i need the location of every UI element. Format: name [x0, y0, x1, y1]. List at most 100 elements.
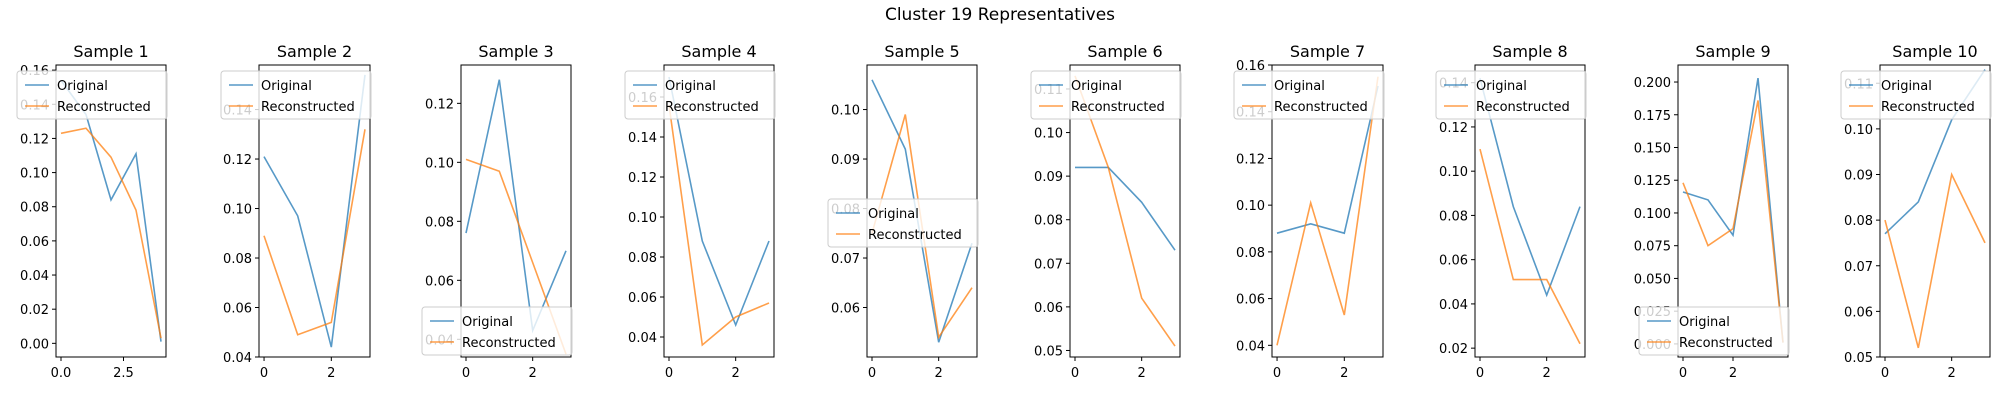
x-tick-label: 2: [1340, 366, 1348, 381]
y-tick-label: 0.06: [1844, 305, 1873, 320]
y-tick-label: 0.09: [1844, 169, 1873, 184]
legend-label: Original: [868, 207, 919, 222]
x-tick-label: 2: [1948, 366, 1956, 381]
y-tick-label: 0.08: [20, 201, 49, 216]
y-tick-label: 0.07: [831, 252, 860, 267]
legend-label: Original: [1679, 315, 1730, 330]
x-tick-label: 2: [327, 366, 335, 381]
legend-box: [1435, 70, 1587, 120]
y-tick-label: 0.05: [1844, 351, 1873, 366]
legend: Original Reconstructed: [1435, 70, 1587, 120]
subplot-7: Sample 70.040.060.080.100.120.140.1602Or…: [1233, 42, 1385, 381]
y-tick-label: 0.10: [20, 167, 49, 182]
y-tick-label: 0.200: [1634, 76, 1671, 91]
series-line-original: [1276, 85, 1379, 235]
legend-label: Reconstructed: [1071, 100, 1165, 115]
x-tick-label: 2: [1729, 366, 1737, 381]
subplot-title: Sample 8: [1492, 42, 1567, 61]
y-tick-label: 0.050: [1634, 272, 1671, 287]
axes-frame: [1879, 64, 1991, 358]
legend-label: Reconstructed: [1679, 336, 1773, 351]
y-tick-label: 0.09: [1034, 170, 1063, 185]
legend: Original Reconstructed: [1840, 70, 1992, 120]
x-tick-label: 0: [1679, 366, 1687, 381]
y-tick-label: 0.05: [1034, 344, 1063, 359]
legend-label: Original: [1476, 79, 1527, 94]
x-tick-label: 2: [529, 366, 537, 381]
x-tick-label: 0: [1273, 366, 1281, 381]
y-tick-label: 0.075: [1634, 240, 1671, 255]
axes-frame: [1271, 64, 1384, 358]
y-tick-label: 0.12: [223, 153, 252, 168]
y-tick-label: 0.06: [223, 302, 252, 317]
subplot-1: Sample 10.000.020.040.060.080.100.120.14…: [16, 42, 168, 381]
x-tick-label: 2: [732, 366, 740, 381]
y-tick-label: 0.06: [831, 302, 860, 317]
legend-label: Original: [261, 79, 312, 94]
y-tick-label: 0.04: [1439, 298, 1468, 313]
y-tick-label: 0.12: [628, 171, 657, 186]
series-line-reconstructed: [668, 104, 770, 347]
y-tick-label: 0.12: [1236, 152, 1265, 167]
axes-frame: [460, 64, 572, 358]
x-tick-label: 2: [1138, 366, 1146, 381]
y-tick-label: 0.08: [1034, 214, 1063, 229]
y-tick-label: 0.06: [1236, 293, 1265, 308]
y-tick-label: 0.08: [628, 251, 657, 266]
x-tick-label: 0: [665, 366, 673, 381]
y-tick-label: 0.14: [628, 131, 657, 146]
axes-frame: [1474, 64, 1586, 358]
subplot-title: Sample 2: [277, 42, 352, 61]
legend-label: Reconstructed: [462, 336, 556, 351]
y-tick-label: 0.10: [1034, 127, 1063, 142]
subplot-title: Sample 3: [478, 42, 553, 61]
legend-box: [1030, 70, 1182, 120]
legend: Original Reconstructed: [827, 198, 979, 248]
subplot-title: Sample 9: [1695, 42, 1770, 61]
axes-frame: [55, 64, 167, 358]
x-tick-label: 0: [1071, 366, 1079, 381]
legend-box: [220, 70, 372, 120]
y-tick-label: 0.10: [628, 211, 657, 226]
legend-box: [1638, 306, 1790, 356]
legend-label: Original: [462, 315, 513, 330]
y-tick-label: 0.16: [1236, 59, 1265, 74]
y-tick-label: 0.12: [20, 132, 49, 147]
subplot-9: Sample 90.0000.0250.0500.0750.1000.1250.…: [1634, 42, 1790, 381]
legend-label: Reconstructed: [1881, 100, 1975, 115]
series-line-original: [1075, 166, 1176, 251]
legend-label: Reconstructed: [665, 100, 759, 115]
legend-label: Reconstructed: [261, 100, 355, 115]
y-tick-label: 0.08: [1844, 214, 1873, 229]
axes-frame: [258, 64, 371, 358]
y-tick-label: 0.06: [1034, 301, 1063, 316]
series-line-original: [465, 79, 567, 334]
figure-title: Cluster 19 Representatives: [885, 5, 1115, 25]
x-tick-label: 2: [935, 366, 943, 381]
y-tick-label: 0.06: [1439, 254, 1468, 269]
legend-label: Original: [1881, 79, 1932, 94]
series-line-reconstructed: [1074, 75, 1176, 347]
y-tick-label: 0.10: [1236, 199, 1265, 214]
legend: Original Reconstructed: [1030, 70, 1182, 120]
legend: Original Reconstructed: [1233, 70, 1385, 120]
series-line-original: [1682, 77, 1784, 343]
legend-label: Reconstructed: [868, 228, 962, 243]
legend: Original Reconstructed: [421, 306, 573, 356]
subplot-title: Sample 4: [681, 42, 756, 61]
subplot-10: Sample 100.050.060.070.080.090.100.1102O…: [1840, 42, 1992, 381]
y-tick-label: 0.150: [1634, 141, 1671, 156]
subplot-title: Sample 1: [73, 42, 148, 61]
series-line-reconstructed: [1884, 171, 1986, 349]
y-tick-label: 0.10: [425, 156, 454, 171]
axes-frame: [663, 64, 775, 358]
y-tick-label: 0.08: [1236, 246, 1265, 261]
legend-box: [16, 70, 168, 120]
series-line-reconstructed: [1682, 100, 1784, 343]
y-tick-label: 0.00: [20, 337, 49, 352]
subplot-title: Sample 5: [884, 42, 959, 61]
y-tick-label: 0.10: [1439, 165, 1468, 180]
subplot-title: Sample 6: [1087, 42, 1162, 61]
y-tick-label: 0.10: [831, 104, 860, 119]
